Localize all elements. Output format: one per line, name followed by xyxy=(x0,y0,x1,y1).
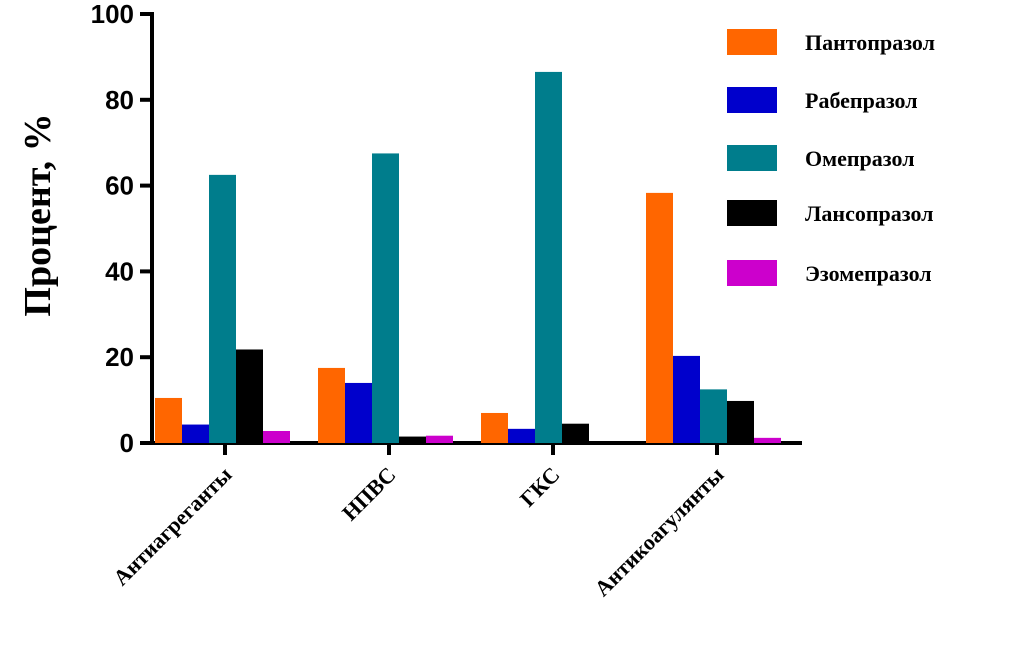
legend-label: Рабепразол xyxy=(805,88,918,113)
bar xyxy=(236,349,263,443)
bar xyxy=(754,437,781,443)
x-axis-labels: Антиагреганты НПВС ГКС Антикоагулянты xyxy=(108,443,729,601)
legend-label: Лансопразол xyxy=(805,201,934,226)
y-tick-label: 40 xyxy=(105,256,134,286)
y-axis-ticks: 0 20 40 60 80 100 xyxy=(91,0,152,458)
y-tick-label: 80 xyxy=(105,85,134,115)
bar xyxy=(562,423,589,443)
bar xyxy=(372,153,399,444)
legend-label: Эзомепразол xyxy=(805,261,932,286)
bar xyxy=(209,174,236,443)
legend-swatch xyxy=(727,145,777,171)
x-tick-label: НПВС xyxy=(337,462,400,525)
bar xyxy=(508,428,535,443)
bars-group xyxy=(155,71,781,444)
bar xyxy=(727,400,754,443)
x-tick-label: Антиагреганты xyxy=(108,462,236,590)
legend-swatch xyxy=(727,29,777,55)
x-tick-label: Антикоагулянты xyxy=(589,462,728,601)
bar xyxy=(318,367,345,443)
x-tick-label: ГКС xyxy=(515,462,565,512)
bar xyxy=(481,412,508,443)
bar xyxy=(700,389,727,443)
legend-label: Омепразол xyxy=(805,146,915,171)
bar xyxy=(399,436,426,443)
bar xyxy=(182,424,209,443)
y-tick-label: 20 xyxy=(105,342,134,372)
bar xyxy=(426,435,453,443)
bar xyxy=(535,71,562,443)
bar xyxy=(263,430,290,443)
bar xyxy=(646,192,673,443)
legend-swatch xyxy=(727,87,777,113)
y-tick-label: 0 xyxy=(120,428,134,458)
legend-swatch xyxy=(727,200,777,226)
y-tick-label: 100 xyxy=(91,0,134,29)
legend: Пантопразол Рабепразол Омепразол Лансопразо… xyxy=(727,29,935,286)
y-tick-label: 60 xyxy=(105,171,134,201)
bar xyxy=(673,355,700,443)
bar xyxy=(345,382,372,443)
legend-label: Пантопразол xyxy=(805,30,935,55)
legend-swatch xyxy=(727,260,777,286)
bar xyxy=(155,397,182,443)
y-axis-title: Процент, % xyxy=(17,113,59,316)
